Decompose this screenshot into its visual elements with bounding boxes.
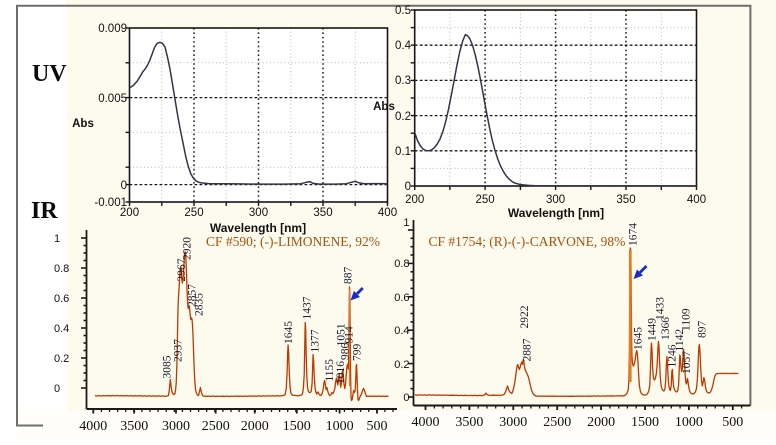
svg-text:0.8: 0.8	[54, 263, 69, 275]
svg-text:1057: 1057	[681, 351, 693, 374]
svg-text:1433: 1433	[654, 297, 666, 320]
svg-text:0.3: 0.3	[395, 75, 411, 87]
svg-text:200: 200	[405, 194, 424, 206]
svg-text:1449: 1449	[646, 318, 658, 341]
svg-text:0.4: 0.4	[395, 40, 412, 52]
svg-text:350: 350	[313, 207, 332, 219]
svg-text:CF #590; (-)-LIMONENE, 92%: CF #590; (-)-LIMONENE, 92%	[206, 234, 380, 249]
svg-text:4000: 4000	[412, 415, 440, 430]
svg-text:2000: 2000	[241, 419, 269, 434]
svg-text:1000: 1000	[326, 419, 354, 434]
svg-text:2500: 2500	[543, 415, 571, 430]
svg-text:2857: 2857	[186, 284, 198, 307]
svg-text:300: 300	[546, 194, 565, 206]
svg-text:4000: 4000	[79, 419, 107, 434]
svg-text:500: 500	[722, 415, 743, 430]
svg-text:3085: 3085	[162, 355, 174, 378]
svg-text:400: 400	[378, 207, 397, 219]
svg-text:Wavelength [nm]: Wavelength [nm]	[508, 206, 604, 220]
svg-text:2967: 2967	[176, 258, 188, 281]
svg-text:1437: 1437	[302, 296, 314, 319]
svg-text:0.6: 0.6	[394, 292, 409, 304]
svg-text:1500: 1500	[283, 419, 311, 434]
svg-text:250: 250	[476, 194, 495, 206]
svg-text:0.1: 0.1	[395, 146, 411, 158]
svg-text:0: 0	[54, 383, 60, 395]
svg-text:0: 0	[403, 392, 409, 404]
svg-text:1366: 1366	[660, 317, 672, 340]
svg-text:1016: 1016	[335, 361, 347, 384]
svg-text:0.005: 0.005	[98, 93, 127, 105]
svg-text:0.4: 0.4	[54, 323, 69, 335]
svg-text:500: 500	[367, 419, 388, 434]
svg-text:0.2: 0.2	[395, 111, 411, 123]
svg-text:1142: 1142	[674, 329, 686, 352]
svg-text:1500: 1500	[631, 415, 659, 430]
svg-text:799: 799	[352, 344, 364, 362]
svg-text:1246: 1246	[666, 344, 678, 367]
svg-text:0.6: 0.6	[54, 293, 69, 305]
svg-text:887: 887	[343, 267, 355, 285]
svg-text:897: 897	[697, 321, 709, 339]
svg-text:3000: 3000	[499, 415, 527, 430]
svg-text:2937: 2937	[172, 339, 184, 362]
svg-text:300: 300	[249, 207, 268, 219]
svg-text:0.2: 0.2	[394, 359, 409, 371]
svg-text:-0.001: -0.001	[94, 197, 127, 209]
svg-text:0.009: 0.009	[98, 23, 127, 35]
svg-text:2922: 2922	[519, 305, 531, 328]
svg-text:1645: 1645	[283, 321, 295, 344]
svg-text:1051: 1051	[336, 323, 348, 346]
svg-text:2835: 2835	[193, 293, 205, 316]
svg-text:0: 0	[121, 180, 127, 192]
svg-text:2920: 2920	[182, 237, 194, 260]
svg-text:200: 200	[120, 207, 139, 219]
svg-text:1645: 1645	[633, 327, 645, 350]
svg-text:1377: 1377	[309, 329, 321, 352]
svg-text:Abs: Abs	[373, 101, 395, 113]
svg-text:1000: 1000	[675, 415, 703, 430]
svg-text:914: 914	[344, 326, 356, 344]
svg-text:0.8: 0.8	[394, 258, 409, 270]
svg-text:2000: 2000	[587, 415, 615, 430]
svg-text:3500: 3500	[455, 415, 483, 430]
svg-text:0: 0	[405, 181, 411, 193]
svg-text:986: 986	[339, 343, 351, 361]
svg-text:0.5: 0.5	[395, 5, 411, 17]
svg-text:3500: 3500	[120, 419, 148, 434]
svg-text:400: 400	[687, 194, 706, 206]
svg-text:3000: 3000	[162, 419, 190, 434]
svg-text:2500: 2500	[202, 419, 230, 434]
svg-text:1674: 1674	[627, 223, 639, 246]
svg-text:350: 350	[616, 194, 635, 206]
svg-text:250: 250	[184, 207, 203, 219]
svg-text:IR: IR	[31, 198, 58, 224]
svg-text:1: 1	[403, 217, 409, 229]
svg-text:UV: UV	[32, 61, 67, 87]
svg-text:0.2: 0.2	[54, 353, 69, 365]
svg-text:Wavelength [nm]: Wavelength [nm]	[210, 221, 306, 235]
svg-text:1155: 1155	[324, 359, 336, 382]
svg-text:1109: 1109	[680, 308, 692, 331]
svg-text:1: 1	[54, 233, 60, 245]
svg-text:2887: 2887	[521, 338, 533, 361]
svg-text:Abs: Abs	[72, 118, 94, 130]
svg-text:0.4: 0.4	[394, 325, 409, 337]
svg-text:CF #1754; (R)-(-)-CARVONE, 98%: CF #1754; (R)-(-)-CARVONE, 98%	[429, 234, 626, 249]
